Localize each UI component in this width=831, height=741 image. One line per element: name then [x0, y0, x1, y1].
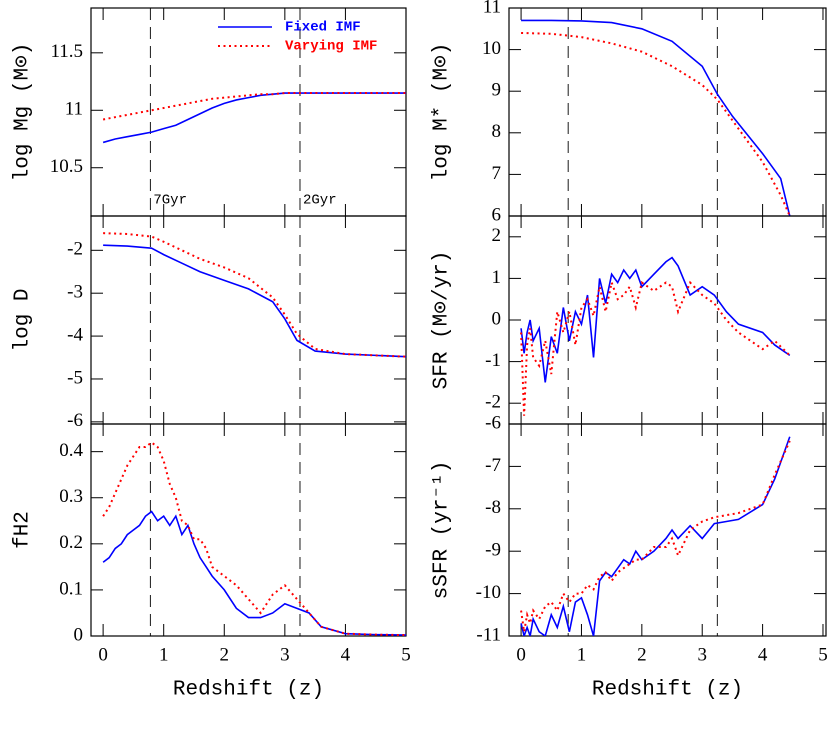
annotation: 7Gyr	[153, 193, 187, 209]
legend-label: Varying IMF	[285, 39, 377, 55]
series-line	[521, 19, 791, 216]
series-line	[102, 510, 406, 636]
x-axis-label: Redshift (z)	[173, 679, 324, 702]
x-tick-label: 3	[697, 644, 707, 665]
y-tick-label: 11	[65, 99, 83, 120]
panel: -2 -1 0 1 2 SFR (M⊙/yr)	[431, 215, 827, 425]
y-tick-label: -9	[485, 540, 501, 561]
series-line	[103, 244, 406, 358]
x-axis-label: Redshift (z)	[592, 679, 743, 702]
x-tick-label: 2	[220, 644, 230, 665]
x-tick-label: 4	[758, 644, 768, 665]
y-tick-label: 10.5	[50, 156, 83, 177]
panel: 0 0.1 0.2 0.3 0.4 0 1 2 3 4 5 fH2 Redshift (z)	[12, 423, 411, 702]
y-tick-label: -10	[476, 582, 501, 603]
y-tick-label: -8	[485, 497, 501, 518]
y-tick-label: 11.5	[50, 41, 83, 62]
x-tick-label: 4	[341, 644, 351, 665]
y-axis-label: sSFR (yr⁻¹)	[431, 461, 454, 600]
y-tick-label: -2	[485, 392, 501, 413]
y-tick-label: -7	[485, 455, 501, 476]
series-line	[103, 232, 406, 358]
y-tick-label: -1	[485, 350, 501, 371]
y-tick-label: -4	[67, 324, 83, 345]
y-tick-label: 0.3	[59, 486, 83, 507]
y-tick-label: -6	[67, 410, 83, 431]
series-group	[521, 19, 791, 216]
y-tick-label: 10	[482, 38, 501, 59]
y-tick-label: -5	[67, 367, 83, 388]
x-tick-label: 0	[98, 644, 108, 665]
series-line	[102, 92, 406, 144]
y-tick-label: 0.1	[59, 578, 83, 599]
series-line	[521, 31, 791, 216]
y-tick-label: 6	[492, 204, 502, 225]
y-tick-label: 0.2	[59, 532, 83, 553]
x-tick-label: 5	[818, 644, 828, 665]
series-group	[102, 441, 406, 636]
y-tick-label: 8	[492, 121, 502, 142]
plot-frame	[508, 215, 827, 425]
series-group	[520, 256, 791, 416]
x-tick-label: 5	[401, 644, 411, 665]
panel: -2 -3 -4 -5 -6 log D	[12, 215, 407, 431]
x-tick-label: 2	[637, 644, 647, 665]
y-tick-label: -11	[476, 624, 501, 645]
x-tick-label: 0	[516, 644, 526, 665]
x-tick-label: 1	[159, 644, 169, 665]
y-tick-label: 0	[74, 624, 84, 645]
annotation: 2Gyr	[303, 193, 337, 209]
y-axis-label: log Mg (M⊙)	[12, 43, 35, 182]
y-tick-label: 0.4	[59, 440, 83, 461]
y-tick-label: -3	[67, 282, 83, 303]
panel: -6 -7 -8 -9 -10 -11 0 1 2 3 4 5 sSFR (yr⁻¹) Redshift …	[431, 412, 828, 701]
series-group	[520, 436, 791, 636]
y-tick-label: 7	[492, 163, 502, 184]
series-line	[520, 256, 791, 383]
series-group	[102, 92, 406, 144]
plot-frame	[90, 423, 407, 637]
y-tick-label: 0	[492, 308, 502, 329]
y-axis-label: log D	[12, 288, 35, 351]
panel: 10.5 11 11.5 7Gyr 2Gyr log Mg (M⊙) Fixed IMF Va…	[12, 7, 407, 217]
y-tick-label: 2	[492, 225, 502, 246]
y-axis-label: fH2	[12, 511, 35, 549]
series-line	[520, 440, 791, 632]
series-line	[520, 436, 791, 636]
series-group	[103, 232, 406, 358]
y-tick-label: -2	[67, 239, 83, 260]
x-tick-label: 3	[280, 644, 290, 665]
panel: 6 7 8 9 10 11 log M* (M⊙)	[431, 0, 827, 225]
x-tick-label: 1	[577, 644, 587, 665]
y-tick-label: 11	[483, 0, 501, 17]
y-tick-label: 9	[492, 80, 502, 101]
series-line	[520, 278, 791, 416]
y-tick-label: 1	[492, 267, 502, 288]
plot-frame	[508, 423, 827, 637]
series-line	[102, 441, 406, 636]
y-axis-label: SFR (M⊙/yr)	[431, 251, 454, 390]
legend-label: Fixed IMF	[285, 20, 361, 36]
y-axis-label: log M* (M⊙)	[431, 43, 454, 182]
y-tick-label: -6	[485, 412, 501, 433]
